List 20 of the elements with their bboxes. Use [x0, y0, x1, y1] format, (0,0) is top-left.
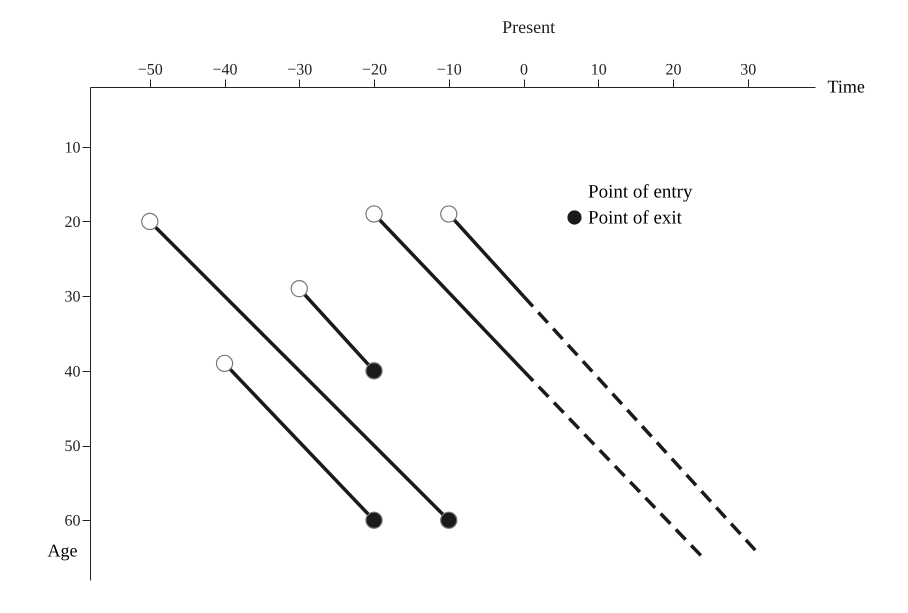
y-tick-label: 60: [64, 512, 80, 530]
legend-label: Point of exit: [588, 208, 683, 228]
text: Point of entry: [588, 182, 693, 202]
y-tick-label: 10: [64, 139, 80, 156]
x-tick-label: −30: [287, 62, 312, 78]
x-tick-label: 0: [520, 62, 528, 78]
x-tick-label: 10: [590, 62, 607, 78]
text: Present: [502, 17, 556, 37]
x-tick-label: 20: [665, 62, 682, 78]
x-tick-label: 30: [740, 62, 756, 78]
y-tick-label: 30: [64, 288, 80, 306]
x-tick-label: −50: [138, 62, 163, 78]
x-axis-title: Time: [828, 76, 865, 96]
y-tick-label: 40: [64, 363, 80, 380]
x-tick-label: −40: [212, 62, 238, 78]
x-tick-label: −20: [362, 62, 388, 78]
y-tick-label: 50: [64, 438, 80, 456]
x-tick-label: −10: [436, 62, 462, 78]
y-tick-label: 20: [64, 214, 80, 231]
y-axis-title: Age: [48, 540, 78, 560]
